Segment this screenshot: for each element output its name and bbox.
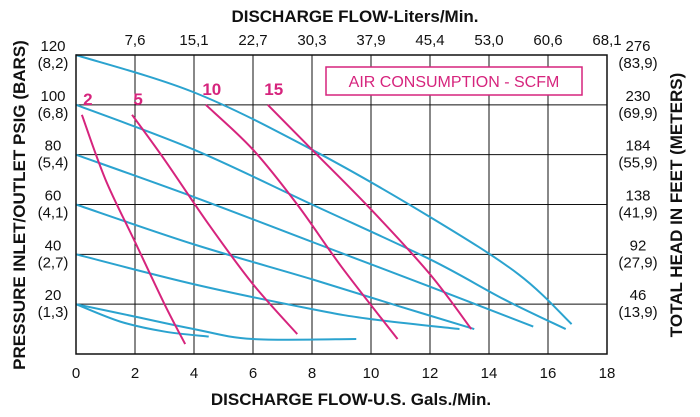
y-tick-bar: (8,2) <box>38 55 69 72</box>
y2-tick-ft: 230 <box>625 88 650 105</box>
x-tick-label: 16 <box>540 365 557 382</box>
x-top-tick-label: 53,0 <box>474 32 503 49</box>
x-tick-label: 4 <box>190 365 198 382</box>
x-tick-label: 14 <box>481 365 498 382</box>
y2-tick-m: (83,9) <box>618 55 657 72</box>
y2-tick-m: (27,9) <box>618 254 657 271</box>
y-tick-psi: 40 <box>45 237 62 254</box>
top-axis-ticks: 7,6 15,1 22,7 30,3 37,9 45,4 53,0 60,6 68,1 <box>125 32 622 49</box>
x-top-tick-label: 15,1 <box>179 32 208 49</box>
top-axis-title: DISCHARGE FLOW-Liters/Min. <box>231 7 478 26</box>
flow-curve <box>75 253 460 331</box>
air-consumption-curve <box>267 104 473 330</box>
left-axis-ticks: 120(8,2) 100(6,8) 80(5,4) 60(4,1) 40(2,7) 20(… <box>38 38 69 321</box>
y2-tick-ft: 92 <box>630 237 647 254</box>
x-top-tick-label: 60,6 <box>533 32 562 49</box>
y2-tick-ft: 46 <box>630 287 647 304</box>
x-tick-label: 2 <box>131 365 139 382</box>
y-tick-psi: 120 <box>40 38 65 55</box>
y-tick-psi: 100 <box>40 88 65 105</box>
x-top-tick-label: 30,3 <box>297 32 326 49</box>
x-tick-label: 18 <box>599 365 616 382</box>
y2-tick-m: (69,9) <box>618 105 657 122</box>
y2-tick-m: (55,9) <box>618 155 657 172</box>
y-tick-psi: 20 <box>45 287 62 304</box>
y-tick-psi: 60 <box>45 188 62 205</box>
bottom-axis-ticks: 0 2 4 6 8 10 12 14 16 18 <box>72 365 616 382</box>
plot-frame <box>75 54 608 355</box>
x-top-tick-label: 68,1 <box>592 32 621 49</box>
x-tick-label: 6 <box>249 365 257 382</box>
x-top-tick-label: 37,9 <box>356 32 385 49</box>
air-consumption-curve-label: 5 <box>133 90 142 109</box>
air-consumption-curve <box>205 104 399 340</box>
x-tick-label: 0 <box>72 365 80 382</box>
x-tick-label: 12 <box>422 365 439 382</box>
y2-tick-ft: 138 <box>625 188 650 205</box>
flow-curves <box>75 54 573 341</box>
bottom-axis-title: DISCHARGE FLOW-U.S. Gals./Min. <box>211 390 491 409</box>
air-consumption-curve <box>131 114 298 335</box>
x-top-tick-label: 22,7 <box>238 32 267 49</box>
flow-curve <box>75 153 534 328</box>
air-consumption-curve-label: 10 <box>202 80 221 99</box>
flow-curve <box>75 103 567 330</box>
flow-curve <box>75 54 573 325</box>
right-axis-title: TOTAL HEAD IN FEET (METERS) <box>667 73 686 337</box>
y-tick-bar: (5,4) <box>38 155 69 172</box>
y-tick-bar: (4,1) <box>38 205 69 222</box>
y-tick-psi: 80 <box>45 138 62 155</box>
y-tick-bar: (2,7) <box>38 254 69 271</box>
flow-curve <box>75 303 209 338</box>
y2-tick-m: (41,9) <box>618 205 657 222</box>
left-axis-title: PRESSURE INLET/OUTLET PSIG (BARS) <box>10 40 29 370</box>
y-tick-bar: (1,3) <box>38 304 69 321</box>
x-top-tick-label: 45,4 <box>415 32 444 49</box>
air-consumption-curves: 2 5 10 15 <box>80 80 473 345</box>
air-consumption-curve-label: 15 <box>264 80 283 99</box>
air-consumption-curve <box>80 114 187 345</box>
air-consumption-legend-box <box>325 66 583 96</box>
flow-curve <box>75 203 475 331</box>
air-consumption-curve-label: 2 <box>83 90 92 109</box>
flow-curve <box>75 303 357 341</box>
y2-tick-ft: 184 <box>625 138 650 155</box>
y2-tick-ft: 276 <box>625 38 650 55</box>
x-tick-label: 8 <box>308 365 316 382</box>
chart-grid <box>75 54 608 355</box>
x-tick-label: 10 <box>363 365 380 382</box>
x-top-tick-label: 7,6 <box>125 32 146 49</box>
right-axis-ticks: 276(83,9) 230(69,9) 184(55,9) 138(41,9) 92(2… <box>618 38 657 321</box>
air-consumption-legend-label: AIR CONSUMPTION - SCFM <box>349 74 560 91</box>
y-tick-bar: (6,8) <box>38 105 69 122</box>
y2-tick-m: (13,9) <box>618 304 657 321</box>
